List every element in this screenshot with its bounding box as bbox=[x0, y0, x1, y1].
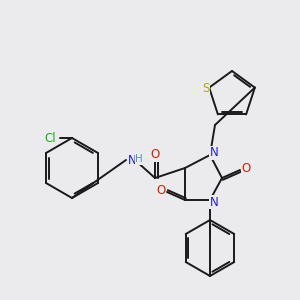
Text: H: H bbox=[135, 154, 143, 164]
Text: S: S bbox=[202, 82, 210, 95]
Text: N: N bbox=[210, 146, 218, 160]
Text: N: N bbox=[128, 154, 136, 166]
Text: N: N bbox=[210, 196, 218, 208]
Text: O: O bbox=[156, 184, 166, 196]
Text: O: O bbox=[150, 148, 160, 161]
Text: Cl: Cl bbox=[44, 131, 56, 145]
Text: O: O bbox=[242, 161, 250, 175]
